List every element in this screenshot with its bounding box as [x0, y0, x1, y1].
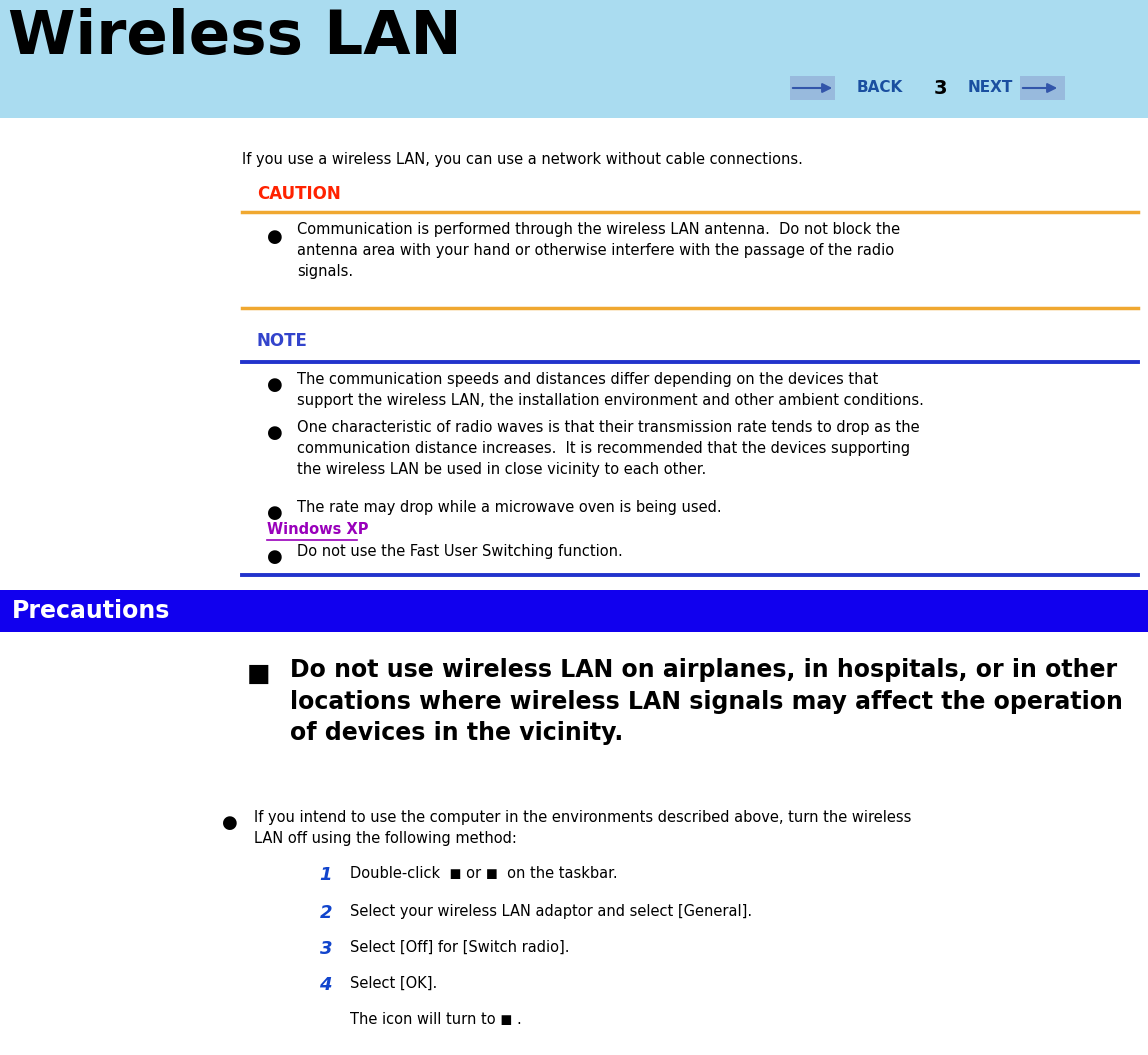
Text: 2: 2	[319, 904, 332, 922]
Bar	[0, 0, 1148, 118]
Text: ●: ●	[267, 424, 282, 442]
Text: NEXT: NEXT	[968, 80, 1013, 96]
Text: ■: ■	[247, 661, 271, 686]
Text: If you intend to use the computer in the environments described above, turn the : If you intend to use the computer in the…	[254, 810, 912, 846]
Text: ●: ●	[267, 228, 282, 246]
Bar	[0, 590, 1148, 632]
Text: CAUTION: CAUTION	[257, 185, 341, 203]
Text: NOTE: NOTE	[257, 332, 308, 350]
Text: Do not use the Fast User Switching function.: Do not use the Fast User Switching funct…	[297, 544, 622, 559]
Text: BACK: BACK	[856, 80, 903, 96]
Text: Communication is performed through the wireless LAN antenna.  Do not block the
a: Communication is performed through the w…	[297, 222, 900, 279]
Text: ●: ●	[267, 548, 282, 565]
Text: Select [OK].: Select [OK].	[350, 976, 437, 991]
Text: 3: 3	[933, 78, 947, 97]
Bar	[1021, 76, 1065, 100]
Text: One characteristic of radio waves is that their transmission rate tends to drop : One characteristic of radio waves is tha…	[297, 420, 920, 477]
Text: The icon will turn to ◼ .: The icon will turn to ◼ .	[350, 1012, 521, 1027]
Text: 1: 1	[319, 866, 332, 884]
Text: The communication speeds and distances differ depending on the devices that
supp: The communication speeds and distances d…	[297, 372, 924, 408]
Text: Select your wireless LAN adaptor and select [General].: Select your wireless LAN adaptor and sel…	[350, 904, 752, 919]
Text: The rate may drop while a microwave oven is being used.: The rate may drop while a microwave oven…	[297, 500, 722, 515]
Text: Double-click  ◼ or ◼  on the taskbar.: Double-click ◼ or ◼ on the taskbar.	[350, 866, 618, 881]
Text: If you use a wireless LAN, you can use a network without cable connections.: If you use a wireless LAN, you can use a…	[242, 152, 802, 167]
Text: Precautions: Precautions	[11, 599, 170, 624]
Text: Do not use wireless LAN on airplanes, in hospitals, or in other
locations where : Do not use wireless LAN on airplanes, in…	[290, 658, 1123, 745]
Text: Wireless LAN: Wireless LAN	[8, 8, 461, 68]
Bar	[790, 76, 835, 100]
Text: Select [Off] for [Switch radio].: Select [Off] for [Switch radio].	[350, 940, 569, 955]
Text: 3: 3	[319, 940, 332, 958]
Text: 4: 4	[319, 976, 332, 994]
Text: ●: ●	[222, 814, 238, 832]
Text: ●: ●	[267, 376, 282, 394]
Text: ●: ●	[267, 504, 282, 522]
Text: Windows XP: Windows XP	[267, 522, 369, 537]
